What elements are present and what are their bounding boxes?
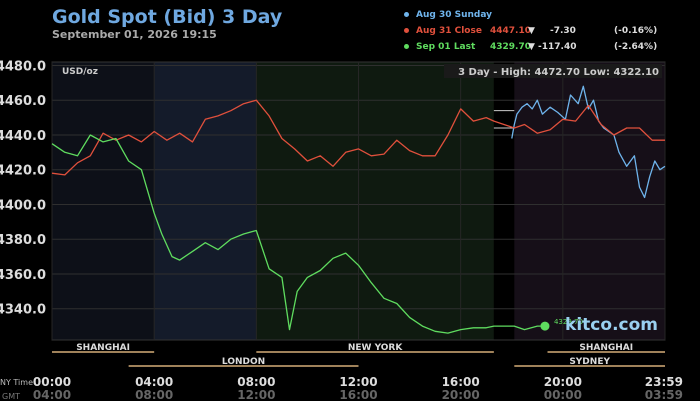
legend-aug30: Aug 30 Sunday xyxy=(404,10,492,22)
series-sep01-line xyxy=(51,134,545,334)
chart-title: Gold Spot (Bid) 3 Day xyxy=(52,6,283,28)
x-tick-label-gmt: 04:00 xyxy=(33,388,71,401)
legend-sep01-pct: (-2.64%) xyxy=(614,42,658,52)
session-label-0: SHANGHAI xyxy=(76,343,130,353)
series-aug31-line xyxy=(51,99,665,176)
y-tick-label: 4420.0 xyxy=(0,164,46,179)
legend-sep01-dot xyxy=(404,44,409,49)
session-label-3: LONDON xyxy=(222,357,265,367)
units-label: USD/oz xyxy=(62,67,98,77)
y-tick-label: 4340.0 xyxy=(0,303,46,318)
chart-datetime: September 01, 2026 19:15 xyxy=(52,28,217,41)
legend-aug31-arrow: ▼ xyxy=(528,26,535,36)
legend-aug31-pct: (-0.16%) xyxy=(614,26,658,36)
x-tick-label-ny: 04:00 xyxy=(135,375,173,389)
x-tick-label-ny: 12:00 xyxy=(339,375,377,389)
y-tick-label: 4380.0 xyxy=(0,233,46,248)
last-price-marker xyxy=(540,321,550,331)
legend-aug30-dot xyxy=(404,12,409,17)
x-tick-label-ny: 23:59 xyxy=(645,375,683,389)
x-tick-label-gmt: 03:59 xyxy=(645,388,683,401)
x-tick-label-ny: 00:00 xyxy=(33,375,71,389)
y-tick-label: 4460.0 xyxy=(0,94,46,109)
x-tick-label-gmt: 16:00 xyxy=(339,388,377,401)
ny-time-row-label: NY Time xyxy=(0,378,33,387)
x-tick-label-gmt: 12:00 xyxy=(237,388,275,401)
x-tick-label-ny: 08:00 xyxy=(237,375,275,389)
legend-aug31-change: -7.30 xyxy=(550,26,576,36)
legend-sep01-label: Sep 01 Last xyxy=(416,42,476,52)
x-tick-label-ny: 20:00 xyxy=(544,375,582,389)
y-tick-label: 4400.0 xyxy=(0,198,46,213)
legend-sep01-change: -117.40 xyxy=(538,42,577,52)
series-aug30-line xyxy=(511,85,666,199)
session-label-4: SYDNEY xyxy=(569,357,610,367)
x-tick-label-gmt: 20:00 xyxy=(442,388,480,401)
range-label-bg xyxy=(444,64,662,78)
session-label-1: NEW YORK xyxy=(348,343,404,353)
x-tick-label-ny: 16:00 xyxy=(442,375,480,389)
session-band-4 xyxy=(514,62,665,340)
last-price-label: 4329.70 xyxy=(554,318,583,326)
gmt-row-label: GMT xyxy=(2,392,20,401)
y-tick-label: 4480.0 xyxy=(0,59,46,74)
legend-sep01: Sep 01 Last 4329.70 ▼ -117.40 (-2.64%) xyxy=(404,42,657,54)
legend-aug31-value: 4447.10 xyxy=(490,26,531,36)
session-band-0 xyxy=(52,62,155,340)
session-band-3 xyxy=(493,62,515,340)
range-label: 3 Day - High: 4472.70 Low: 4322.10 xyxy=(458,67,659,78)
legend-aug30-label: Aug 30 Sunday xyxy=(416,10,493,20)
y-tick-label: 4360.0 xyxy=(0,268,46,283)
session-band-1 xyxy=(154,62,257,340)
legend-sep01-value: 4329.70 xyxy=(490,42,531,52)
x-tick-label-gmt: 00:00 xyxy=(544,388,582,401)
y-tick-label: 4440.0 xyxy=(0,129,46,144)
session-band-2 xyxy=(256,62,494,340)
session-label-2: SHANGHAI xyxy=(579,343,633,353)
watermark-kitco: kitco.com xyxy=(565,315,658,335)
legend-aug31: Aug 31 Close 4447.10 ▼ -7.30 (-0.16%) xyxy=(404,26,657,38)
legend-aug31-dot xyxy=(404,28,409,33)
legend-sep01-arrow: ▼ xyxy=(528,42,535,52)
legend-aug31-label: Aug 31 Close xyxy=(416,26,482,36)
x-tick-label-gmt: 08:00 xyxy=(135,388,173,401)
